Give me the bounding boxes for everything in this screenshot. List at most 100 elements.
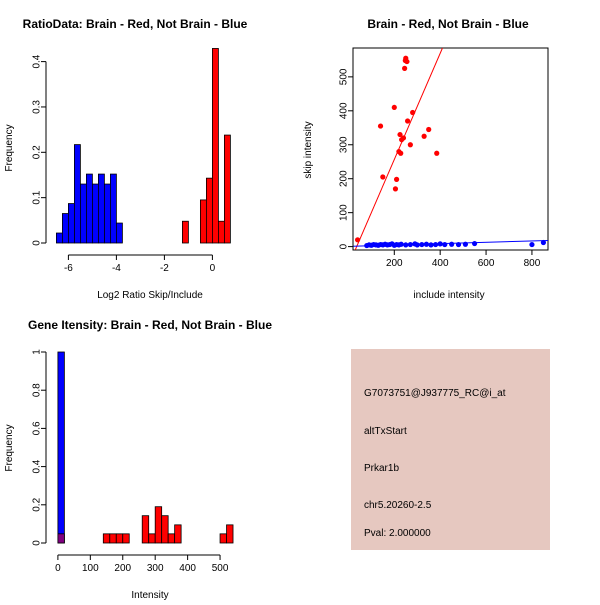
intensity-scatter-x-tick-label: 800 — [524, 258, 541, 269]
scatter-point-brain — [402, 65, 408, 71]
gene-name: Prkar1b — [364, 463, 399, 474]
ratio-histogram-x-tick-label: 0 — [210, 263, 216, 274]
scatter-point-brain — [405, 118, 411, 124]
ratio-bar-brain — [211, 48, 219, 244]
scatter-point-brain — [380, 174, 386, 180]
scatter-point-not-brain — [419, 241, 425, 248]
ratio-histogram-y-axis: 0 0.1 0.2 0.3 0.4 — [32, 54, 47, 246]
gene-intensity-histogram-bars — [57, 351, 234, 544]
scatter-point-not-brain — [442, 241, 448, 248]
gene-intensity-histogram-ylabel: Frequency — [4, 424, 15, 471]
ratio-bar-brain — [223, 134, 231, 244]
intensity-scatter: Brain - Red, Not Brain - Blue include in… — [303, 17, 549, 301]
scatter-point-not-brain — [428, 242, 434, 248]
intensity-scatter-plot-box — [352, 47, 549, 251]
ratio-histogram-ylabel: Frequency — [4, 124, 15, 171]
ratio-bar-brain — [181, 220, 189, 244]
ratio-histogram-bars — [56, 48, 231, 244]
intensity-bar-brain — [174, 524, 182, 544]
gene-intensity-histogram-x-tick-label: 500 — [212, 563, 229, 574]
scatter-point-brain — [434, 150, 440, 156]
scatter-point-brain — [397, 131, 403, 138]
intensity-scatter-x-axis: 200 400 600 800 — [386, 249, 541, 269]
intensity-scatter-y-tick-label: 200 — [339, 170, 350, 187]
scatter-point-not-brain — [449, 241, 455, 247]
intensity-scatter-y-tick-label: 400 — [339, 102, 350, 119]
intensity-bar-brain — [167, 533, 176, 544]
intensity-scatter-axes: 200 400 600 800 0 100 200 300 400 500 — [339, 68, 541, 269]
scatter-point-brain — [354, 237, 361, 243]
ratio-bar-not-brain — [98, 173, 105, 244]
gene-intensity-histogram-title: Gene Itensity: Brain - Red, Not Brain - … — [28, 318, 272, 332]
intensity-scatter-x-tick-label: 200 — [386, 258, 403, 269]
probe-id: G7073751@J937775_RC@i_at — [364, 388, 506, 399]
intensity-bar-brain — [115, 533, 124, 544]
scatter-point-not-brain — [403, 242, 409, 248]
ratio-histogram-x-axis: -6 -4 -2 0 — [64, 254, 216, 274]
intensity-bar-brain — [122, 533, 130, 544]
gene-intensity-histogram-y-tick-label: 0.8 — [32, 383, 43, 397]
gene-intensity-histogram-x-axis: 0 100 200 300 400 500 — [55, 554, 229, 574]
ratio-histogram-y-tick-label: 0.4 — [32, 54, 43, 68]
ratio-bar-not-brain — [86, 173, 93, 244]
intensity-bar-brain — [161, 515, 169, 544]
gene-intensity-histogram-axes: 0 100 200 300 400 500 0 0.2 0.4 0.6 0.8 1 — [32, 349, 229, 574]
gene-intensity-histogram-y-axis: 0 0.2 0.4 0.6 0.8 1 — [32, 349, 47, 546]
intensity-scatter-y-tick-label: 300 — [339, 136, 350, 153]
ratio-bar-not-brain — [80, 183, 87, 244]
ratio-histogram-x-tick-label: -6 — [64, 263, 73, 274]
scatter-point-not-brain — [529, 241, 535, 248]
genomic-location: chr5.20260-2.5 — [364, 500, 432, 511]
ratio-bar-not-brain — [68, 203, 75, 244]
ratio-histogram-xlabel: Log2 Ratio Skip/Include — [97, 290, 203, 301]
intensity-scatter-y-tick-label: 100 — [339, 204, 350, 221]
info-panel: G7073751@J937775_RC@i_at altTxStart Prka… — [351, 349, 550, 550]
ratio-histogram-x-tick-label: -2 — [160, 263, 169, 274]
gene-intensity-histogram-y-tick-label: 1 — [32, 349, 43, 355]
ratio-histogram-axes: -6 -4 -2 0 0 0.1 0.2 0.3 0.4 — [32, 54, 216, 274]
ratio-histogram-title: RatioData: Brain - Red, Not Brain - Blue — [23, 17, 248, 31]
info-panel-background — [351, 349, 550, 550]
ratio-bar-brain — [199, 199, 207, 244]
gene-intensity-histogram-x-tick-label: 200 — [114, 563, 131, 574]
intensity-bar-brain — [109, 533, 117, 544]
intensity-scatter-title: Brain - Red, Not Brain - Blue — [367, 17, 529, 31]
scatter-point-brain — [391, 104, 397, 111]
scatter-point-brain — [407, 142, 413, 148]
intensity-scatter-y-axis: 0 100 200 300 400 500 — [339, 68, 354, 249]
gene-intensity-histogram-y-tick-label: 0.4 — [32, 459, 43, 473]
intensity-bar-brain — [102, 533, 111, 544]
scatter-point-brain — [404, 58, 410, 65]
scatter-point-not-brain — [432, 241, 439, 248]
scatter-point-not-brain — [471, 240, 478, 247]
scatter-point-brain — [426, 126, 432, 133]
intensity-scatter-x-tick-label: 400 — [432, 258, 449, 269]
ratio-bar-not-brain — [116, 222, 123, 244]
intensity-bar-brain — [226, 524, 234, 544]
intensity-scatter-marks — [353, 48, 548, 250]
intensity-scatter-y-tick-label: 0 — [339, 243, 350, 249]
intensity-bar-brain — [154, 506, 163, 544]
gene-intensity-histogram-x-tick-label: 400 — [179, 563, 196, 574]
gene-intensity-histogram: Gene Itensity: Brain - Red, Not Brain - … — [4, 318, 272, 601]
ratio-histogram-y-tick-label: 0.3 — [32, 100, 43, 114]
ratio-histogram-y-tick-label: 0.1 — [32, 190, 43, 204]
intensity-bar-brain — [148, 533, 156, 544]
scatter-point-not-brain — [437, 241, 443, 247]
intensity-bar-brain — [219, 533, 227, 544]
intensity-bar-not-brain — [57, 351, 65, 544]
scatter-point-brain — [400, 135, 407, 141]
ratio-histogram-x-tick-label: -4 — [112, 263, 121, 274]
event-type: altTxStart — [364, 426, 407, 437]
ratio-bar-not-brain — [92, 183, 99, 244]
scatter-point-brain — [392, 186, 399, 192]
intensity-scatter-ylabel: skip intensity — [303, 121, 314, 178]
ratio-bar-not-brain — [110, 173, 117, 244]
intensity-scatter-xlabel: include intensity — [413, 290, 484, 301]
pval: Pval: 2.000000 — [364, 528, 431, 539]
intensity-scatter-y-tick-label: 500 — [339, 68, 350, 85]
ratio-bar-brain — [205, 177, 213, 244]
gene-intensity-histogram-xlabel: Intensity — [131, 590, 168, 600]
